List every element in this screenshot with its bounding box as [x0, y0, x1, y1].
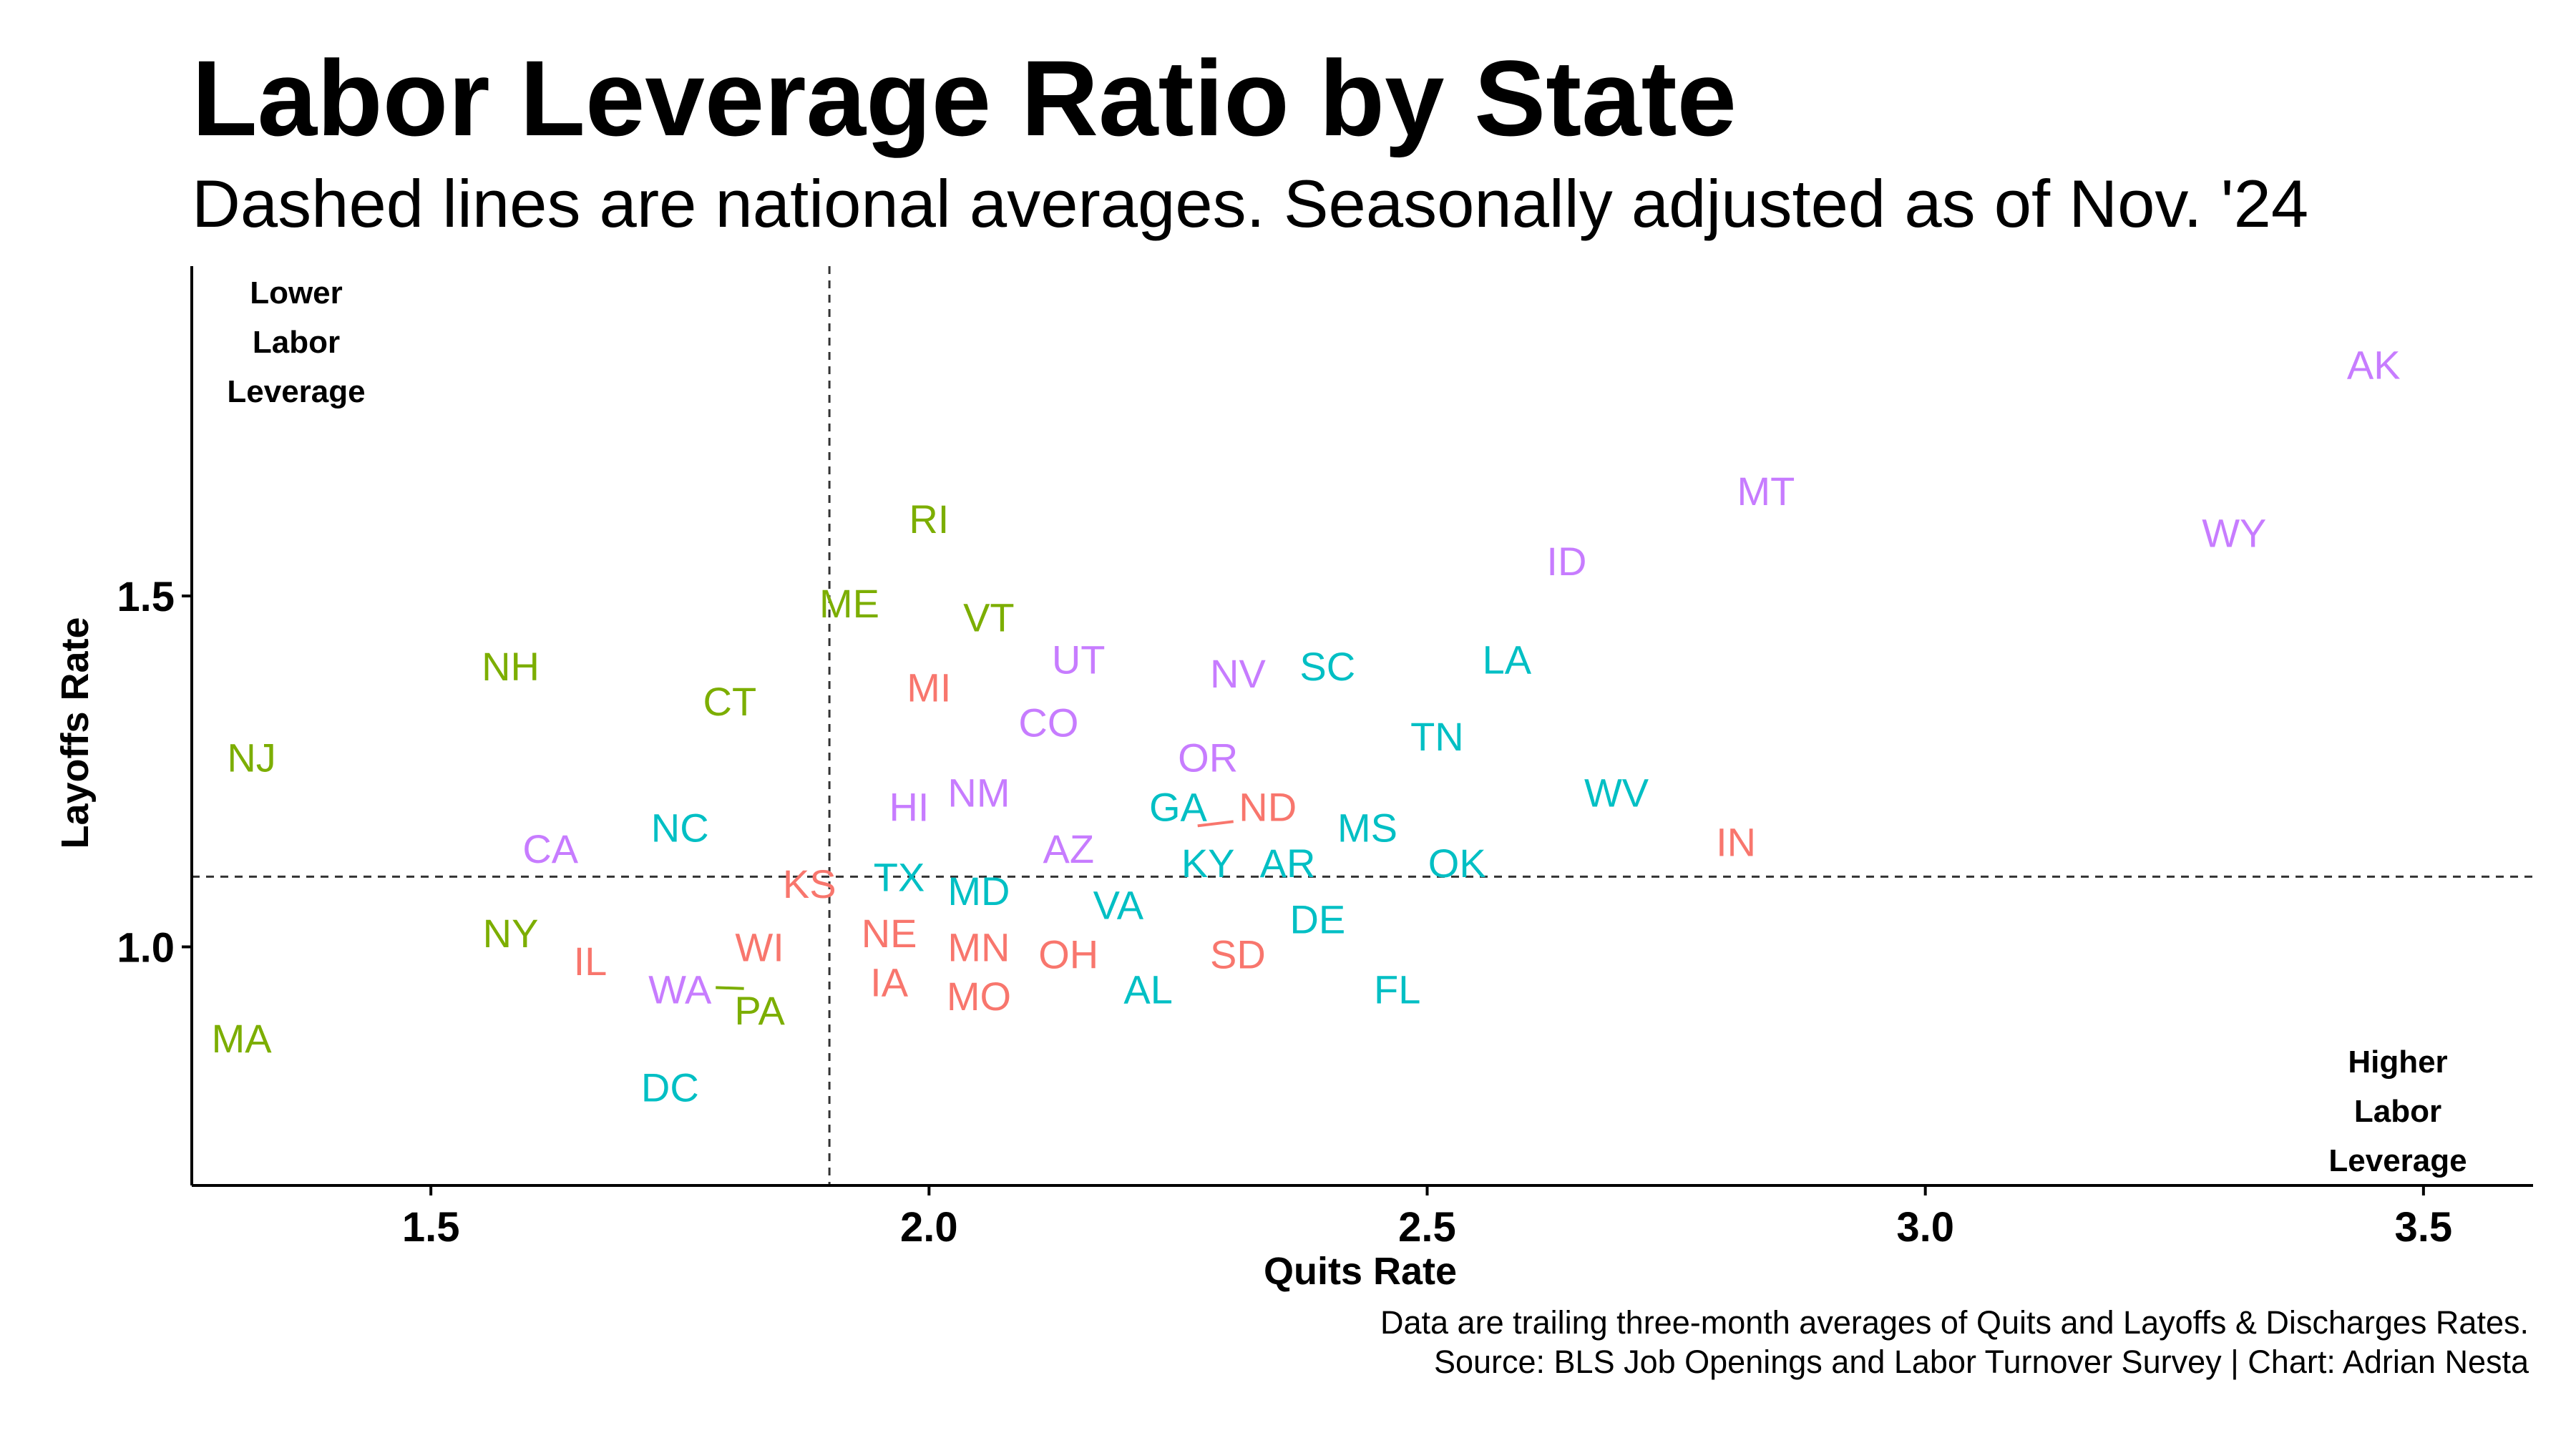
state-label-ri: RI — [909, 497, 949, 542]
state-label-mi: MI — [907, 665, 951, 710]
state-label-la: LA — [1483, 637, 1532, 682]
state-label-nc: NC — [651, 806, 709, 851]
state-label-vt: VT — [963, 595, 1015, 640]
state-label-ms: MS — [1337, 806, 1397, 851]
state-label-va: VA — [1093, 883, 1144, 928]
x-tick-label: 3.0 — [1896, 1204, 1954, 1251]
annotation-line: Lower — [250, 275, 343, 310]
state-label-de: DE — [1289, 896, 1345, 941]
annotation-lower-labor-leverage: Lower Labor Leverage — [227, 275, 365, 409]
state-label-co: CO — [1018, 700, 1078, 745]
state-label-ok: OK — [1428, 841, 1486, 886]
state-label-ak: AK — [2347, 342, 2401, 387]
leader-line-pa — [716, 986, 744, 990]
state-label-md: MD — [947, 869, 1010, 914]
state-label-mt: MT — [1737, 469, 1795, 514]
annotation-higher-labor-leverage: Higher Labor Leverage — [2328, 1045, 2467, 1178]
state-label-ky: KY — [1181, 841, 1235, 886]
state-label-hi: HI — [889, 784, 929, 829]
state-labels: AK MT WY ID RI ME VT UT NV SC LA NH MI CT CO TN NJ OR NM WV… — [212, 342, 2401, 1110]
state-label-ut: UT — [1052, 637, 1106, 682]
caption-line-2: Source: BLS Job Openings and Labor Turno… — [1433, 1343, 2529, 1380]
state-label-ne: NE — [862, 911, 917, 956]
state-label-ct: CT — [703, 679, 757, 724]
leader-line-nd — [1197, 820, 1234, 828]
axes: 1.5 2.0 2.5 3.0 3.5 1.0 1.5 — [117, 266, 2533, 1251]
chart-title: Labor Leverage Ratio by State — [192, 38, 1737, 158]
annotation-line: Labor — [2354, 1094, 2441, 1129]
state-label-nd: ND — [1239, 784, 1297, 829]
chart-subtitle: Dashed lines are national averages. Seas… — [192, 166, 2309, 241]
state-label-ma: MA — [212, 1016, 273, 1061]
x-tick-label: 2.5 — [1398, 1204, 1456, 1251]
x-tick-label: 2.0 — [900, 1204, 958, 1251]
chart-caption: Data are trailing three-month averages o… — [1380, 1304, 2529, 1382]
state-label-wa: WA — [648, 967, 712, 1012]
reference-lines — [192, 266, 2533, 1185]
annotation-line: Labor — [253, 325, 340, 360]
y-tick-label: 1.5 — [117, 574, 175, 620]
annotation-line: Leverage — [227, 374, 365, 409]
state-label-wy: WY — [2202, 511, 2266, 556]
state-label-ca: CA — [522, 826, 578, 871]
caption-line-1: Data are trailing three-month averages o… — [1380, 1304, 2529, 1341]
state-label-az: AZ — [1043, 826, 1094, 871]
state-label-me: ME — [819, 581, 879, 626]
state-label-nh: NH — [482, 644, 540, 689]
state-label-ks: KS — [783, 861, 836, 906]
state-label-tx: TX — [874, 854, 925, 899]
state-label-fl: FL — [1374, 967, 1420, 1012]
annotation-line: Leverage — [2328, 1143, 2467, 1178]
state-label-nm: NM — [947, 771, 1010, 816]
state-label-wi: WI — [735, 924, 784, 969]
state-label-al: AL — [1123, 967, 1173, 1012]
state-label-in: IN — [1716, 819, 1756, 864]
y-tick-label: 1.0 — [117, 924, 175, 971]
state-label-mo: MO — [947, 974, 1011, 1019]
annotation-line: Higher — [2348, 1045, 2447, 1080]
state-label-nj: NJ — [227, 735, 275, 781]
x-tick-label: 1.5 — [402, 1204, 460, 1251]
state-label-sc: SC — [1299, 644, 1355, 689]
state-label-ar: AR — [1260, 841, 1316, 886]
state-label-il: IL — [574, 939, 608, 984]
state-label-wv: WV — [1584, 771, 1649, 816]
state-label-sd: SD — [1210, 931, 1266, 977]
state-label-mn: MN — [947, 924, 1010, 969]
state-label-or: OR — [1178, 735, 1238, 781]
state-label-pa: PA — [734, 988, 785, 1033]
state-label-oh: OH — [1038, 931, 1098, 977]
state-label-nv: NV — [1210, 651, 1266, 696]
state-label-ia: IA — [870, 960, 909, 1005]
state-label-ga: GA — [1149, 784, 1208, 829]
x-axis-title: Quits Rate — [1264, 1250, 1457, 1293]
y-axis-title: Layoffs Rate — [54, 617, 97, 848]
state-label-dc: DC — [641, 1065, 699, 1110]
state-label-tn: TN — [1410, 714, 1464, 759]
state-label-id: ID — [1546, 539, 1586, 584]
state-label-ny: NY — [483, 911, 539, 956]
x-tick-label: 3.5 — [2395, 1204, 2453, 1251]
